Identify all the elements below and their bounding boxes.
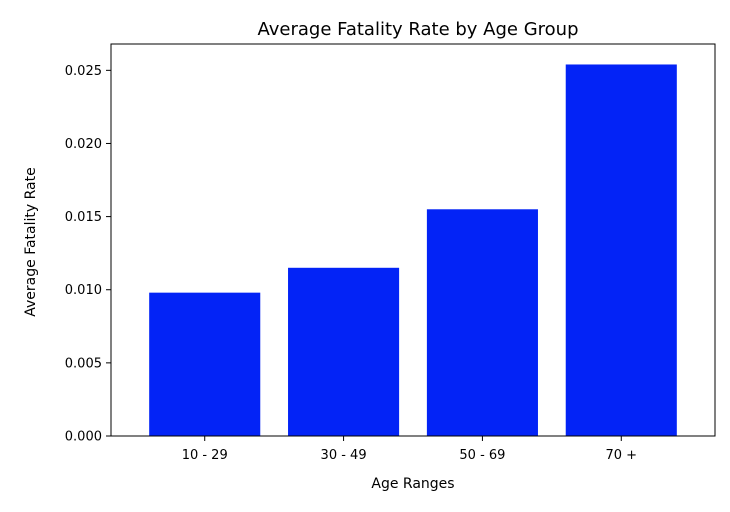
chart-title: Average Fatality Rate by Age Group [257,19,578,40]
y-tick-label: 0.020 [65,137,102,152]
x-axis-label: Age Ranges [371,476,454,492]
bars-group [149,64,677,437]
bar-0 [149,292,261,436]
x-tick-label: 50 - 69 [459,448,505,463]
y-axis: 0.000 0.005 0.010 0.015 0.020 0.025 [65,64,111,445]
x-tick-label: 70 + [605,448,637,463]
y-tick-label: 0.025 [65,64,102,79]
bar-2 [426,209,538,436]
x-tick-label: 10 - 29 [182,448,228,463]
y-tick-label: 0.005 [65,356,102,371]
y-tick-label: 0.000 [65,430,102,445]
y-axis-label: Average Fatality Rate [23,167,39,316]
y-tick-label: 0.015 [65,210,102,225]
plot-frame [110,43,716,437]
bar-3 [565,64,677,437]
x-axis: 10 - 29 30 - 49 50 - 69 70 + [182,436,637,463]
x-tick-label: 30 - 49 [321,448,367,463]
y-tick-label: 0.010 [65,283,102,298]
bar-1 [288,267,400,436]
